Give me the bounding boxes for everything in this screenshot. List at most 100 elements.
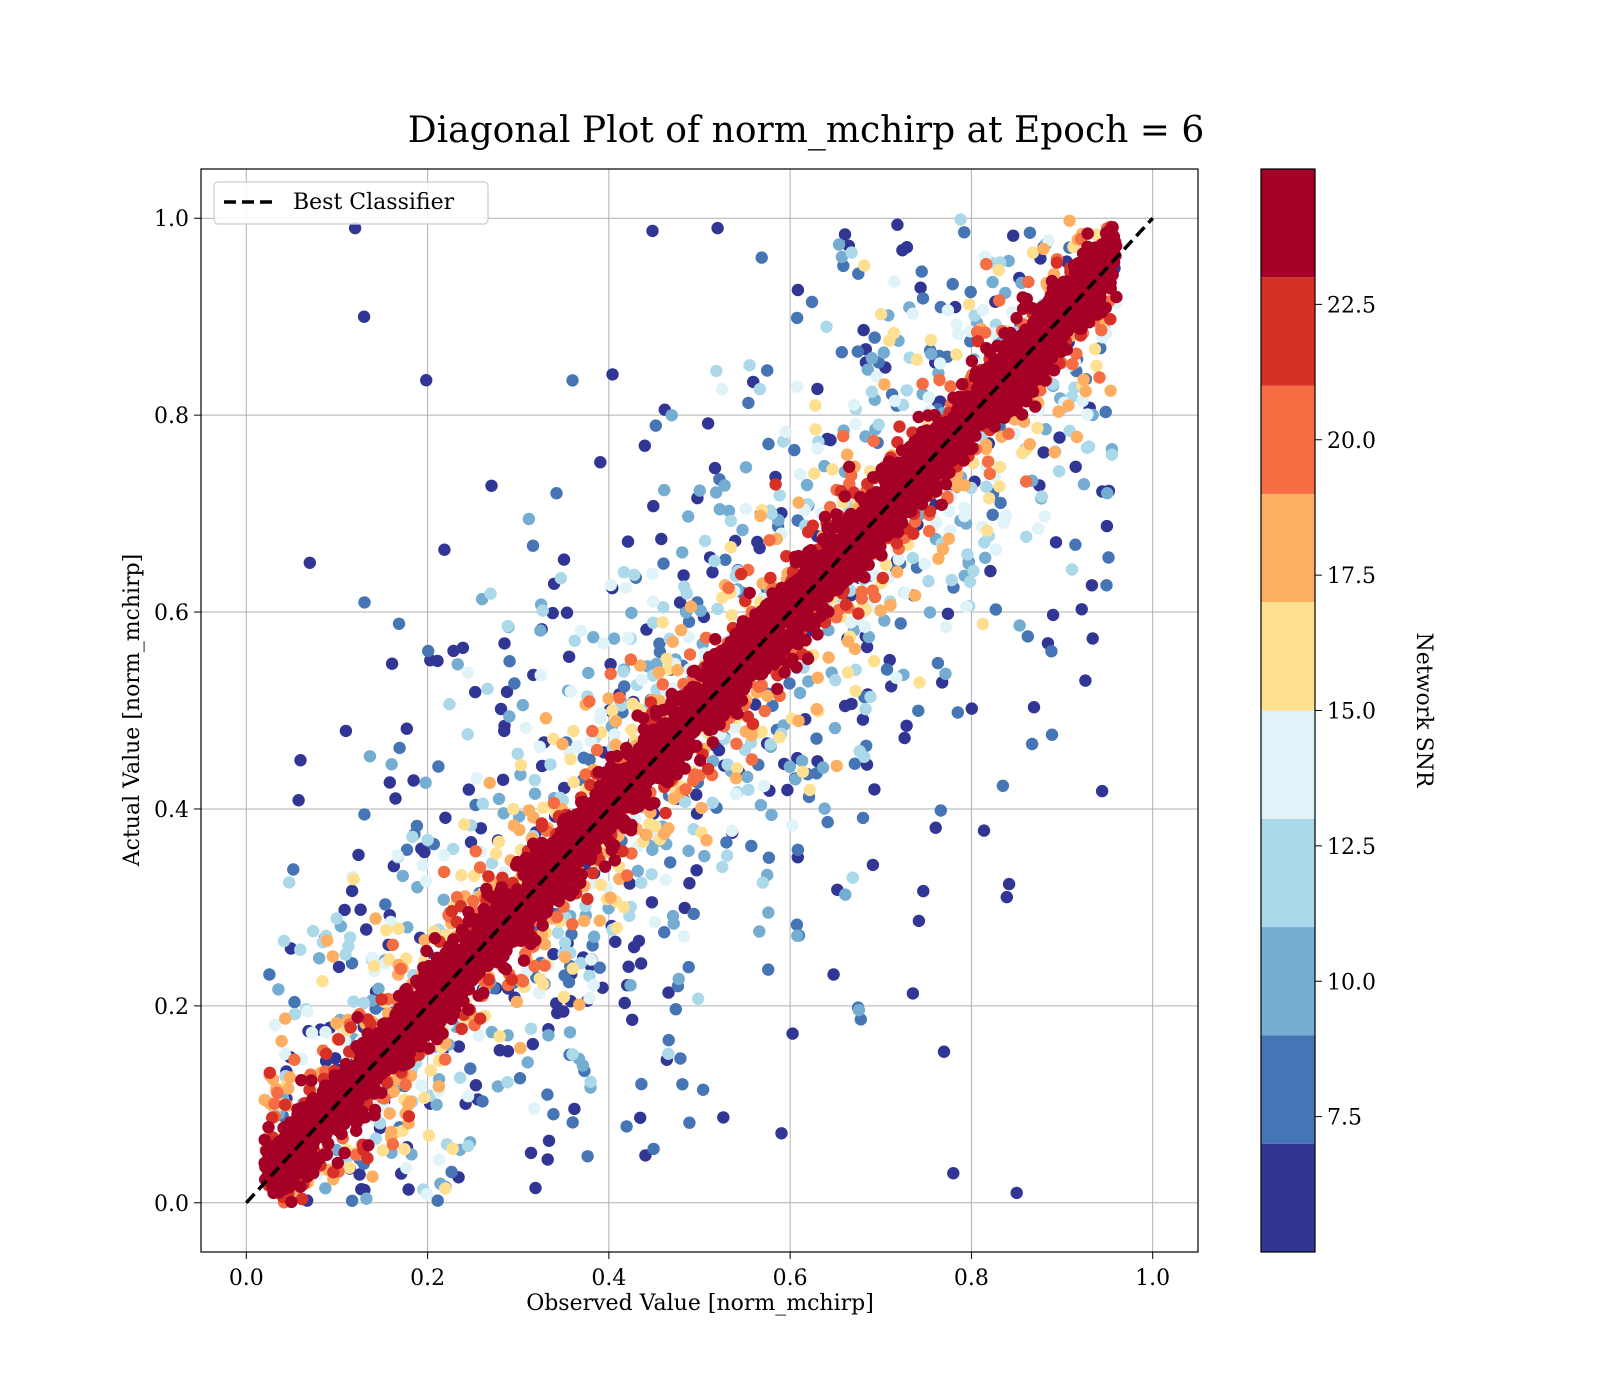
scatter-point bbox=[529, 934, 542, 947]
scatter-point bbox=[913, 676, 926, 689]
scatter-point bbox=[856, 811, 870, 825]
scatter-point bbox=[729, 772, 743, 785]
scatter-point bbox=[624, 979, 637, 992]
scatter-point bbox=[645, 896, 659, 909]
scatter-point bbox=[579, 768, 592, 781]
scatter-point bbox=[263, 1066, 276, 1080]
scatter-point bbox=[676, 1078, 689, 1091]
scatter-point bbox=[900, 241, 914, 254]
scatter-point bbox=[725, 824, 739, 837]
scatter-point bbox=[592, 765, 605, 779]
scatter-point bbox=[792, 496, 805, 509]
scatter-point bbox=[939, 478, 953, 491]
scatter-point bbox=[852, 607, 865, 620]
scatter-point bbox=[855, 592, 868, 605]
scatter-point bbox=[1063, 214, 1076, 227]
scatter-point bbox=[461, 666, 474, 679]
scatter-point bbox=[362, 1139, 375, 1152]
scatter-point bbox=[338, 903, 351, 917]
scatter-point bbox=[501, 1076, 514, 1089]
scatter-point bbox=[980, 480, 993, 493]
scatter-point bbox=[858, 620, 872, 633]
scatter-point bbox=[428, 932, 442, 945]
scatter-point bbox=[566, 1048, 579, 1061]
scatter-point bbox=[485, 857, 499, 870]
scatter-point bbox=[662, 986, 675, 999]
scatter-point bbox=[849, 684, 862, 698]
scatter-point bbox=[1038, 510, 1051, 523]
scatter-point bbox=[951, 706, 964, 719]
scatter-point bbox=[447, 644, 460, 658]
scatter-point bbox=[1010, 311, 1023, 325]
scatter-point bbox=[796, 765, 810, 778]
scatter-point bbox=[313, 952, 326, 965]
scatter-point bbox=[319, 1182, 332, 1195]
scatter-point bbox=[609, 935, 622, 948]
scatter-point bbox=[860, 640, 874, 654]
scatter-point bbox=[542, 1134, 556, 1148]
scatter-point bbox=[631, 864, 644, 878]
scatter-point bbox=[283, 1071, 297, 1084]
scatter-point bbox=[348, 221, 362, 235]
scatter-point bbox=[828, 721, 842, 735]
scatter-point bbox=[539, 712, 553, 725]
scatter-point bbox=[777, 435, 790, 448]
scatter-point bbox=[1085, 579, 1099, 592]
scatter-point bbox=[345, 1194, 359, 1208]
scatter-point bbox=[617, 566, 631, 579]
scatter-point bbox=[456, 641, 470, 654]
scatter-point bbox=[481, 682, 494, 695]
scatter-point bbox=[701, 762, 715, 776]
scatter-point bbox=[558, 936, 572, 949]
scatter-point bbox=[1000, 890, 1013, 904]
scatter-point bbox=[587, 631, 600, 644]
scatter-point bbox=[613, 691, 626, 704]
scatter-point bbox=[739, 502, 752, 516]
scatter-point bbox=[593, 961, 606, 974]
scatter-point bbox=[765, 507, 778, 520]
scatter-point bbox=[862, 558, 875, 571]
scatter-point bbox=[715, 383, 729, 396]
scatter-point bbox=[965, 354, 979, 368]
scatter-point bbox=[611, 749, 624, 763]
scatter-point bbox=[610, 921, 623, 934]
scatter-point bbox=[469, 845, 482, 858]
scatter-point bbox=[745, 729, 758, 742]
scatter-point bbox=[664, 856, 677, 869]
scatter-point bbox=[375, 993, 388, 1006]
scatter-point bbox=[597, 637, 610, 650]
scatter-point bbox=[391, 849, 404, 862]
scatter-point bbox=[562, 650, 576, 663]
scatter-point bbox=[534, 669, 547, 682]
scatter-point bbox=[804, 544, 818, 557]
scatter-point bbox=[396, 869, 409, 883]
scatter-point bbox=[602, 692, 615, 705]
scatter-point bbox=[839, 888, 852, 901]
scatter-point bbox=[622, 960, 635, 973]
scatter-point bbox=[840, 448, 854, 461]
scatter-point bbox=[507, 802, 520, 816]
scatter-point bbox=[330, 912, 343, 925]
scatter-point bbox=[415, 842, 428, 855]
scatter-point bbox=[538, 938, 552, 951]
scatter-point bbox=[717, 1111, 730, 1124]
scatter-point bbox=[385, 758, 398, 771]
scatter-point bbox=[838, 699, 852, 713]
scatter-point bbox=[718, 479, 731, 492]
scatter-point bbox=[415, 1079, 428, 1092]
scatter-point bbox=[634, 957, 648, 970]
scatter-point bbox=[620, 1120, 633, 1133]
scatter-point bbox=[578, 914, 591, 928]
scatter-point bbox=[743, 586, 756, 600]
scatter-point bbox=[729, 721, 742, 734]
scatter-point bbox=[944, 380, 957, 393]
scatter-point bbox=[722, 504, 736, 518]
scatter-point bbox=[568, 634, 581, 647]
scatter-point bbox=[473, 861, 487, 874]
scatter-point bbox=[924, 333, 938, 347]
scatter-point bbox=[643, 817, 656, 830]
scatter-point bbox=[872, 418, 885, 431]
scatter-point bbox=[934, 804, 947, 817]
scatter-point bbox=[683, 648, 697, 661]
scatter-point bbox=[1095, 784, 1109, 798]
